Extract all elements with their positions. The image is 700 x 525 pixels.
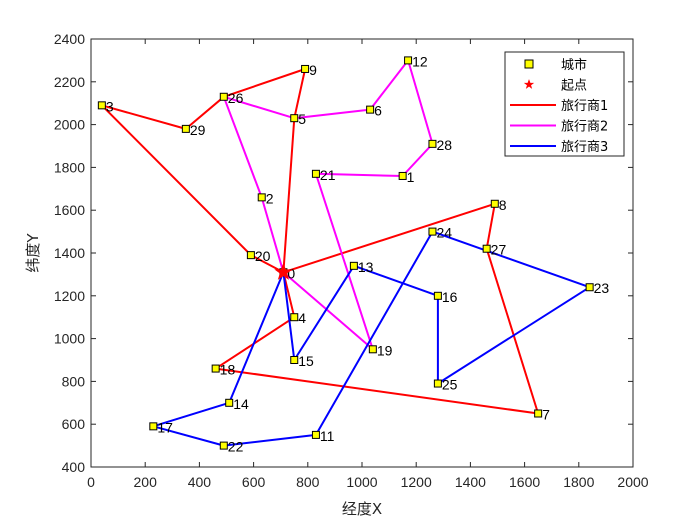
city-label: 26 xyxy=(228,90,244,106)
city-marker xyxy=(349,261,358,270)
legend-label: 城市 xyxy=(561,57,587,73)
city-label: 15 xyxy=(298,353,314,369)
city-label: 27 xyxy=(491,242,507,258)
city-marker xyxy=(290,313,299,322)
city-label: 13 xyxy=(358,259,374,275)
city-marker xyxy=(211,364,220,373)
city-label: 3 xyxy=(106,98,114,114)
x-tick-label: 200 xyxy=(134,474,158,490)
x-tick-label: 1600 xyxy=(509,474,540,490)
start-marker-group xyxy=(274,262,293,280)
city-label: 9 xyxy=(309,62,317,78)
legend-box xyxy=(504,51,625,157)
city-marker xyxy=(225,398,234,407)
city-label: 22 xyxy=(228,439,244,455)
legend-label: 旅行商2 xyxy=(561,120,608,135)
y-axis-title: 纬度Y xyxy=(24,233,42,273)
city-label: 21 xyxy=(320,167,336,183)
x-tick-label: 1400 xyxy=(455,474,486,490)
city-label: 28 xyxy=(436,137,452,153)
city-label: 6 xyxy=(374,103,382,119)
city-marker xyxy=(290,114,299,123)
legend-label: 起点 xyxy=(561,79,587,94)
y-tick-label: 2000 xyxy=(54,117,85,133)
city-marker xyxy=(311,430,320,439)
city-label: 1 xyxy=(407,169,415,185)
city-marker xyxy=(219,441,228,450)
city-label: 29 xyxy=(190,122,206,138)
city-label: 4 xyxy=(298,310,306,326)
legend-start-swatch xyxy=(523,79,535,89)
city-marker xyxy=(181,124,190,133)
city-label: 14 xyxy=(233,396,249,412)
y-tick-label: 2400 xyxy=(54,31,85,47)
city-marker xyxy=(149,422,158,431)
city-label: 12 xyxy=(412,53,428,69)
city-label: 0 xyxy=(287,265,295,281)
x-tick-label: 1000 xyxy=(346,474,377,490)
y-tick-label: 1600 xyxy=(54,202,85,218)
city-marker xyxy=(428,227,437,236)
city-marker xyxy=(97,101,106,110)
y-tick-label: 1000 xyxy=(54,331,85,347)
legend-label: 旅行商3 xyxy=(561,140,608,155)
city-label: 18 xyxy=(220,362,236,378)
city-marker xyxy=(246,251,255,260)
city-marker xyxy=(428,139,437,148)
x-axis: 0 200 400 600 800 1000 1200 1400 1600 1800 2000 xyxy=(87,39,649,490)
city-label: 23 xyxy=(594,280,610,296)
y-tick-label: 800 xyxy=(62,373,86,389)
x-axis-title: 经度X xyxy=(342,500,382,518)
city-marker xyxy=(398,171,407,180)
city-label: 17 xyxy=(157,419,173,435)
city-marker xyxy=(534,409,543,418)
city-label: 7 xyxy=(542,407,550,423)
city-label: 5 xyxy=(298,111,306,127)
y-axis: 4006008001000120014001600180020002200240… xyxy=(54,31,633,475)
city-markers xyxy=(97,56,594,450)
city-marker xyxy=(366,105,375,114)
x-tick-label: 0 xyxy=(87,474,95,490)
city-marker xyxy=(257,193,266,202)
city-marker xyxy=(368,345,377,354)
city-label: 19 xyxy=(377,342,393,358)
city-marker xyxy=(433,291,442,300)
city-label: 25 xyxy=(442,377,458,393)
city-marker xyxy=(404,56,413,65)
y-tick-label: 600 xyxy=(62,416,86,432)
city-label: 20 xyxy=(255,248,271,264)
x-tick-label: 1800 xyxy=(563,474,594,490)
city-marker xyxy=(585,283,594,292)
city-marker xyxy=(219,92,228,101)
x-tick-label: 600 xyxy=(242,474,266,490)
route-1-line xyxy=(100,68,540,415)
y-tick-label: 1800 xyxy=(54,159,85,175)
y-tick-label: 2200 xyxy=(54,74,85,90)
x-tick-label: 400 xyxy=(188,474,212,490)
city-marker xyxy=(311,169,320,178)
city-label: 24 xyxy=(436,225,452,241)
x-tick-label: 800 xyxy=(296,474,320,490)
route-3-line xyxy=(152,230,591,447)
start-marker xyxy=(274,262,293,280)
legend-label: 旅行商1 xyxy=(561,99,608,114)
city-label: 8 xyxy=(499,197,507,213)
y-tick-label: 1400 xyxy=(54,245,85,261)
city-marker xyxy=(482,244,491,253)
city-labels: 0123456789111213141516171920212223242526… xyxy=(106,53,610,454)
city-marker xyxy=(490,199,499,208)
x-tick-label: 2000 xyxy=(617,474,648,490)
y-tick-label: 1200 xyxy=(54,288,85,304)
x-tick-label: 1200 xyxy=(401,474,432,490)
city-label: 11 xyxy=(320,428,335,444)
city-label: 16 xyxy=(442,289,458,305)
city-marker xyxy=(433,379,442,388)
city-marker xyxy=(290,356,299,364)
city-marker xyxy=(301,64,310,73)
legend-city-swatch xyxy=(524,59,534,69)
y-tick-label: 400 xyxy=(62,459,86,475)
city-label: 2 xyxy=(266,190,274,206)
